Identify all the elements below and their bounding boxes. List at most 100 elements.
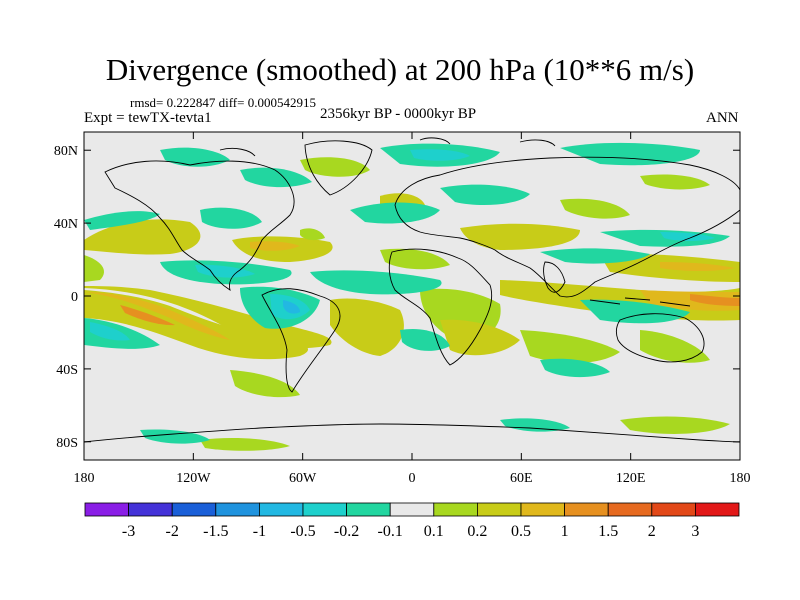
colorbar-label: 1 bbox=[561, 523, 569, 540]
divergence-field bbox=[84, 142, 740, 451]
field-patch bbox=[440, 319, 520, 356]
coastline-indonesia bbox=[589, 297, 691, 307]
y-tick-label: 40N bbox=[54, 217, 78, 232]
field-patch bbox=[640, 330, 710, 363]
y-tick-label: 80S bbox=[56, 436, 78, 451]
colorbar-box bbox=[84, 502, 129, 517]
field-patch bbox=[300, 157, 370, 177]
field-patch bbox=[90, 322, 130, 341]
y-tick-label: 40S bbox=[56, 363, 78, 378]
field-patch bbox=[84, 286, 332, 349]
field-patch bbox=[200, 207, 262, 229]
x-tick-label: 0 bbox=[409, 471, 416, 486]
field-patch bbox=[460, 223, 580, 250]
field-patch bbox=[380, 248, 450, 270]
colorbar-labels: -3 -2 -1.5 -1 -0.5 -0.2 -0.1 0.1 0.2 0.5 1 1.5 2 3 bbox=[122, 523, 699, 540]
x-tick-label: 180 bbox=[74, 471, 95, 486]
field-patch bbox=[560, 198, 630, 219]
field-patch bbox=[283, 300, 300, 314]
chart-title: Divergence (smoothed) at 200 hPa (10**6 … bbox=[105, 52, 695, 87]
field-patch bbox=[240, 167, 312, 188]
colorbar-box bbox=[433, 502, 478, 517]
colorbar-box bbox=[520, 502, 565, 517]
field-patch bbox=[660, 232, 715, 241]
colorbar-box bbox=[651, 502, 696, 517]
colorbar-box bbox=[476, 502, 522, 517]
coastline-south-america bbox=[261, 288, 341, 393]
colorbar-box bbox=[128, 502, 173, 517]
colorbar-label: -0.1 bbox=[378, 523, 403, 540]
colorbar-label: 0.5 bbox=[511, 523, 531, 540]
field-patch bbox=[540, 248, 650, 264]
coastline-india bbox=[543, 261, 566, 293]
field-patch bbox=[400, 328, 450, 351]
field-patch bbox=[500, 418, 570, 432]
colorbar-box bbox=[171, 502, 217, 517]
colorbar-box bbox=[346, 502, 391, 517]
colorbar-box bbox=[695, 502, 740, 517]
colorbar-box bbox=[607, 502, 653, 517]
coastline-north-america bbox=[104, 160, 295, 291]
experiment-label: Expt = tewTX-tevta1 bbox=[84, 110, 212, 126]
field-patch bbox=[350, 202, 440, 224]
coastline-eurasia bbox=[394, 156, 740, 298]
field-patch bbox=[440, 184, 530, 206]
colorbar-box bbox=[302, 502, 347, 517]
field-patch bbox=[560, 142, 700, 166]
field-patch bbox=[250, 241, 300, 251]
x-tick-label: 120E bbox=[616, 471, 646, 486]
colorbar-box bbox=[389, 502, 435, 517]
field-patch bbox=[690, 294, 740, 306]
axis-ticks: 80N 40N 0 40S 80S 180 120W 60W 0 60E 120E 180 bbox=[54, 132, 751, 486]
coastline-greenland bbox=[304, 140, 373, 196]
colorbar-label: 3 bbox=[691, 523, 699, 540]
colorbar-box bbox=[564, 502, 609, 517]
field-patch bbox=[410, 149, 470, 161]
field-patch bbox=[84, 255, 105, 282]
colorbar-label: 1.5 bbox=[598, 523, 618, 540]
x-tick-label: 60W bbox=[289, 471, 317, 486]
field-patch bbox=[540, 358, 610, 378]
field-patch bbox=[660, 262, 735, 271]
colorbar-boxes bbox=[84, 502, 740, 517]
field-patch bbox=[520, 330, 620, 364]
coastline-africa bbox=[388, 248, 493, 366]
field-patch bbox=[84, 219, 201, 255]
colorbar-label: -1.5 bbox=[203, 523, 228, 540]
field-patch bbox=[330, 298, 404, 356]
field-patch bbox=[230, 370, 300, 398]
field-patch bbox=[84, 211, 160, 230]
field-patch bbox=[310, 270, 442, 295]
colorbar-box bbox=[215, 502, 260, 517]
field-patch bbox=[640, 290, 740, 311]
coastline-arctic-islands bbox=[219, 137, 556, 157]
field-patch bbox=[640, 174, 710, 190]
coastline-antarctica bbox=[84, 423, 740, 443]
stats-line: rmsd= 0.222847 diff= 0.000542915 bbox=[130, 95, 316, 110]
field-patch bbox=[300, 228, 325, 241]
colorbar-label: -3 bbox=[122, 523, 135, 540]
colorbar-label: -2 bbox=[166, 523, 179, 540]
colorbar-label: 0.2 bbox=[467, 523, 487, 540]
coastlines bbox=[84, 137, 740, 443]
period-label: 2356kyr BP - 0000kyr BP bbox=[320, 106, 477, 122]
colorbar-box bbox=[258, 502, 304, 517]
x-tick-label: 120W bbox=[176, 471, 211, 486]
colorbar-label: -0.2 bbox=[334, 523, 359, 540]
colorbar-label: 0.1 bbox=[424, 523, 444, 540]
field-patch bbox=[120, 305, 175, 326]
field-patch bbox=[620, 416, 730, 434]
field-patch bbox=[195, 264, 255, 278]
coastline-australia bbox=[615, 313, 705, 363]
field-patch bbox=[580, 299, 690, 324]
colorbar-label: 2 bbox=[648, 523, 656, 540]
season-label: ANN bbox=[706, 110, 739, 126]
colorbar-label: -0.5 bbox=[290, 523, 315, 540]
field-patch bbox=[200, 438, 290, 451]
y-tick-label: 80N bbox=[54, 144, 78, 159]
field-patch bbox=[84, 292, 230, 340]
colorbar-label: -1 bbox=[253, 523, 266, 540]
y-tick-label: 0 bbox=[71, 290, 78, 305]
